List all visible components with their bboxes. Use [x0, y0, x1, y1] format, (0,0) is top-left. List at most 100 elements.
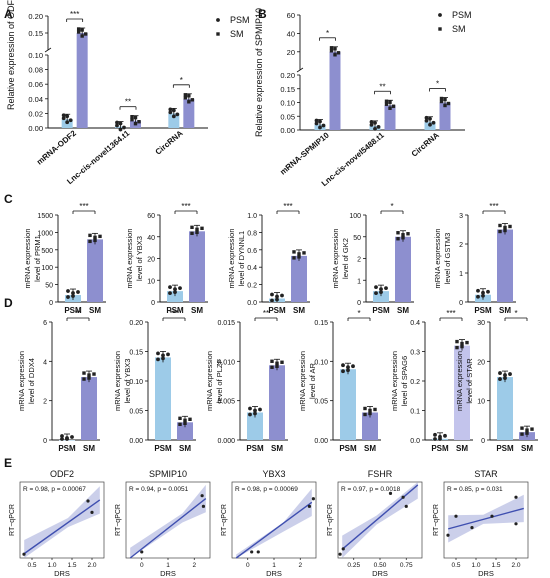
panel-d-4-y-tick-label: 0.00 — [314, 438, 328, 445]
panel-e-1-confidence-band — [24, 486, 100, 558]
panel-c-4-y-tick-label: 0 — [357, 300, 361, 307]
panel-e-5-y-axis-label: RT−qPCR — [433, 504, 440, 536]
panel-d-4-data-point — [346, 365, 350, 370]
panel-b-data-point — [431, 120, 436, 125]
panel-c-3-y-tick-label: 0.8 — [247, 230, 257, 237]
panel-e-3-data-point — [311, 497, 315, 501]
panel-d-4-y-tick-label: 0.10 — [314, 359, 328, 366]
panel-a-data-point — [118, 127, 123, 132]
panel-b-data-point — [428, 122, 432, 127]
panel-e-2-data-point — [201, 504, 206, 508]
panel-c-1-data-point — [98, 234, 102, 239]
panel-d-6-data-point — [503, 373, 507, 377]
panel-b-y-tick-label: 20 — [287, 48, 295, 57]
panel-a-legend-marker — [216, 32, 220, 36]
panel-e-2-data-point — [200, 494, 204, 498]
panel-d-1-data-point — [65, 436, 69, 440]
panel-d-2-data-point — [156, 357, 160, 362]
panel-e-3-stat-annotation: R = 0.98, p = 0.00069 — [235, 486, 298, 493]
panel-b-y-tick-label: 0.00 — [280, 126, 295, 135]
panel-a-data-point — [65, 114, 70, 119]
panel-b-bar-sm — [439, 102, 451, 130]
panel-b-y-axis-label: Relative expression of SPMIP10 — [254, 8, 264, 137]
panel-c-5-bar-sm — [497, 229, 513, 302]
panel-a-data-point — [76, 30, 81, 34]
panel-c-1-data-point — [66, 289, 70, 293]
panel-c-3-data-point — [292, 256, 296, 260]
panel-c-5-data-point — [486, 289, 490, 294]
panel-b-data-point — [428, 116, 432, 121]
panel-c-4-y-tick-label: 2 — [357, 257, 361, 264]
panel-d-4-y-axis-label: level of AR — [308, 362, 317, 398]
panel-e-2-stat-annotation: R = 0.94, p = 0.0051 — [129, 486, 189, 493]
panel-c-3-y-tick-label: 0.6 — [247, 248, 257, 255]
panel-c-4-data-point — [384, 286, 388, 291]
panel-e-4-data-point — [404, 504, 408, 508]
panel-b-y-tick-label: 0.05 — [280, 112, 295, 121]
panel-a-bar-sm — [76, 33, 88, 128]
panel-b-data-point — [318, 125, 322, 130]
panel-d-3-x-tick-label: PSM — [246, 444, 264, 453]
panel-b-bar-sm — [384, 105, 396, 130]
panel-b-legend-label: SM — [452, 24, 466, 34]
panel-d-1-y-tick-label: 2 — [43, 399, 47, 406]
panel-d-5-data-point — [460, 344, 464, 349]
panel-e-5-regression-line — [448, 507, 524, 530]
panel-c-2-significance: *** — [181, 202, 190, 211]
panel-d-2-data-point — [178, 422, 182, 426]
panel-c-5-x-tick-label: SM — [499, 306, 511, 315]
panel-d-4-data-point — [368, 408, 372, 413]
panel-b-data-point — [384, 102, 389, 106]
panel-c-5-y-tick-label: 1 — [459, 271, 463, 278]
panel-b-group-2-significance: * — [436, 80, 439, 89]
panel-d-6-y-axis-label: mRNA expression — [455, 351, 464, 411]
panel-d-4-bar-sm — [362, 412, 378, 440]
panel-e-5-x-tick-label: 0.5 — [451, 562, 460, 569]
panel-c-3-bar-sm — [291, 255, 307, 302]
panel-c-5-y-tick-label: 0 — [459, 300, 463, 307]
panel-d-6-significance: * — [514, 309, 517, 318]
panel-a-legend-marker — [216, 18, 220, 22]
panel-b-data-point — [314, 118, 319, 123]
panel-d-2-bar-psm — [155, 357, 171, 440]
panel-c-5-data-point — [481, 293, 485, 298]
panel-b-data-point — [333, 47, 337, 51]
panel-e-4-x-tick-label: 0.75 — [400, 562, 413, 569]
panel-a-data-point — [61, 116, 66, 121]
panel-d-2-data-point — [183, 421, 187, 425]
panel-a-bar-psm — [168, 113, 180, 128]
panel-c-5-significance: *** — [489, 202, 498, 211]
panel-c-4-data-point — [401, 236, 405, 240]
panel-c-4-y-axis-label: level of GK2 — [341, 238, 350, 279]
panel-e-5-x-tick-label: 1.5 — [491, 562, 500, 569]
panel-b-x-tick-label: Lnc-cis-novel5488.t1 — [320, 130, 386, 188]
panel-a-x-tick-label: CircRNA — [154, 129, 185, 157]
panel-c-5-x-tick-label: PSM — [474, 306, 492, 315]
panel-e-3-title: YBX3 — [262, 469, 285, 479]
panel-e-1-data-point — [86, 499, 90, 503]
panel-c-5-data-point — [476, 294, 480, 299]
panel-a-data-point — [65, 120, 70, 125]
panel-d-3-data-point — [253, 408, 257, 413]
panel-d-6-data-point — [498, 377, 502, 381]
panel-c-5-data-point — [503, 225, 507, 230]
panel-c-4-bar-psm — [373, 291, 389, 302]
panel-e-2-confidence-band — [130, 484, 206, 558]
panel-c-1-data-point — [88, 239, 92, 244]
panel-c-3-data-point — [297, 252, 301, 256]
panel-c-4-x-tick-label: SM — [397, 306, 409, 315]
panel-d-4-data-point — [368, 411, 372, 416]
panel-d-4-x-tick-label: PSM — [339, 444, 357, 453]
panel-d-1-data-point — [60, 434, 64, 438]
panel-d-4-y-axis-label: mRNA expression — [298, 351, 307, 411]
panel-b-data-point — [443, 103, 447, 108]
panel-d-5-y-tick-label: 0.1 — [410, 409, 420, 416]
panel-e-4-confidence-band — [342, 482, 418, 558]
panel-d-3-data-point — [280, 360, 284, 364]
panel-d-6-x-tick-label: PSM — [496, 444, 514, 453]
panel-a-group-0-significance: *** — [70, 10, 79, 19]
panel-b-data-point — [329, 46, 334, 50]
panel-d-6-y-tick-label: 20 — [477, 359, 485, 366]
panel-b-legend-marker — [438, 13, 442, 17]
